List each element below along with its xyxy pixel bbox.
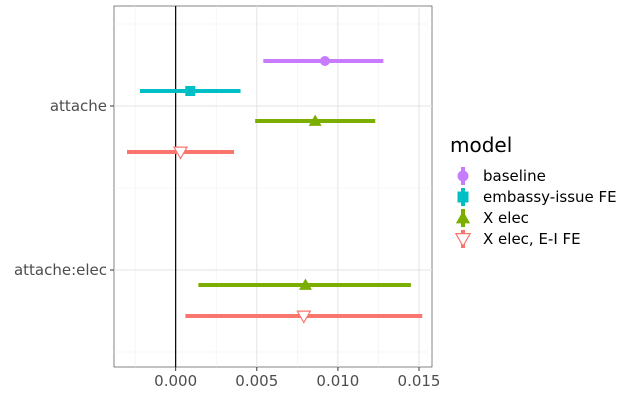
legend: model baseline embassy-issue FE X elec X ele… [450,133,617,248]
legend-entry: X elec [455,209,529,227]
point-marker [319,56,330,66]
point-marker [454,233,472,248]
y-tick-label: attache [50,97,107,115]
legend-title: model [450,133,512,157]
x-tick-label: 0.000 [154,372,197,390]
series-embassy-issue-fe [139,86,241,96]
legend-label: embassy-issue FE [483,188,617,206]
point-marker [457,191,469,203]
legend-label: X elec, E-I FE [483,230,581,248]
point-marker [185,86,196,96]
grid-lines [114,6,432,367]
x-tick-label: 0.010 [316,372,359,390]
point-marker [457,170,469,182]
point-marker [298,278,312,290]
legend-entry: baseline [457,167,546,185]
x-tick-label: 0.015 [398,372,441,390]
legend-entry: X elec, E-I FE [454,230,581,248]
series-group [126,56,423,324]
point-marker [308,114,322,126]
point-marker [296,310,312,324]
series-x-elec-e-i-fe [126,146,423,324]
legend-label: baseline [483,167,546,185]
axes-group: attache attache:elec 0.000 0.005 0.010 0.015 [14,97,441,390]
point-marker [172,146,189,160]
series-baseline [263,56,384,66]
x-tick-label: 0.005 [235,372,278,390]
series-x-elec [198,114,411,290]
plot-panel [113,5,433,368]
legend-entry: embassy-issue FE [457,188,617,206]
point-marker [455,210,471,224]
legend-label: X elec [483,209,529,227]
y-tick-label: attache:elec [14,261,107,279]
